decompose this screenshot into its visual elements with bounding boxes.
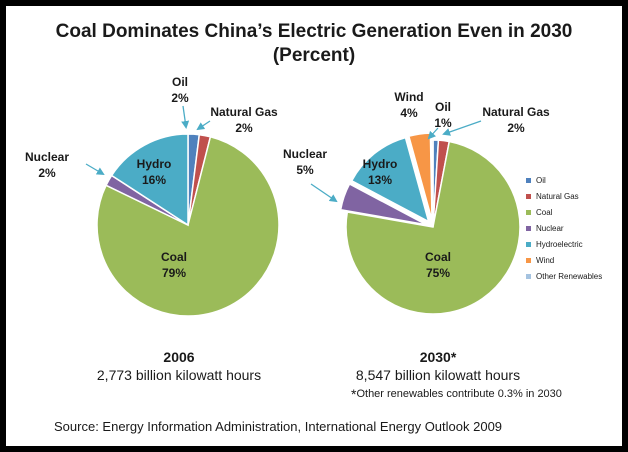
slice-2030-hydro: [350, 136, 430, 224]
legend-label: Coal: [536, 207, 553, 217]
footnote: *Other renewables contribute 0.3% in 203…: [351, 386, 562, 402]
legend-item-nuclear: Nuclear: [526, 220, 602, 236]
year-label-2030: 2030*: [419, 349, 457, 365]
legend-swatch: [526, 241, 531, 247]
slice-2006-hydro: [110, 133, 189, 227]
pie-2006: [96, 133, 280, 317]
legend-swatch: [526, 225, 531, 231]
year-label-2006: 2006: [163, 349, 195, 365]
legend-item-oil: Oil: [526, 172, 602, 188]
slice-2030-nuclear: [339, 182, 427, 226]
arrow-2006-oil: [181, 105, 190, 129]
caption-2030: 2030* 8,547 billion kilowatt hours: [338, 348, 538, 384]
legend-label: Natural Gas: [536, 191, 579, 201]
footnote-text: Other renewables contribute 0.3% in 2030: [356, 388, 562, 400]
slice-2030-other-renewables: [430, 139, 434, 228]
label-2030-wind: Wind 4%: [394, 90, 423, 120]
arrow-2030-oil: [427, 127, 439, 140]
legend-swatch: [526, 193, 531, 199]
arrow-2006-natural-gas: [196, 120, 211, 131]
label-2006-oil: Oil 2%: [171, 75, 189, 105]
label-2006-natural-gas: Natural Gas 2%: [210, 105, 278, 135]
legend-item-wind: Wind: [526, 252, 602, 268]
legend-label: Other Renewables: [536, 271, 603, 281]
label-2030-oil: Oil 1%: [434, 100, 452, 130]
label-2030-coal: Coal 75%: [425, 250, 451, 280]
slice-2030-coal: [345, 140, 521, 315]
arrow-2030-natural-gas: [442, 120, 482, 136]
title-line-1: Coal Dominates China’s Electric Generati…: [55, 21, 573, 42]
arrow-2006-nuclear: [85, 163, 105, 176]
slice-2006-coal: [96, 135, 280, 317]
pie-2030: [339, 132, 521, 315]
slice-labels: Oil 2% Natural Gas 2% Hydro 16% Coal 79% Nuclear…: [25, 75, 550, 280]
total-label-2030: 8,547 billion kilowatt hours: [355, 367, 521, 383]
legend-label: Wind: [536, 255, 555, 265]
legend-label: Oil: [536, 175, 546, 185]
legend-label: Nuclear: [536, 223, 564, 233]
pie-charts: Oil 2% Natural Gas 2% Hydro 16% Coal 79% Nuclear…: [25, 75, 550, 317]
legend-swatch: [526, 209, 531, 215]
legend-label: Hydroelectric: [536, 239, 583, 249]
label-2006-nuclear: Nuclear 2%: [25, 150, 69, 180]
legend-swatch: [526, 257, 531, 263]
legend: Oil Natural Gas Coal Nuclear Hydroelectric Wi…: [526, 172, 602, 284]
label-2030-natural-gas: Natural Gas 2%: [482, 105, 550, 135]
caption-2006: 2006 2,773 billion kilowatt hours: [84, 348, 274, 384]
legend-swatch: [526, 177, 531, 183]
legend-item-hydroelectric: Hydroelectric: [526, 236, 602, 252]
chart-frame: Coal Dominates China’s Electric Generati…: [6, 6, 622, 446]
legend-item-natural-gas: Natural Gas: [526, 188, 602, 204]
legend-swatch: [526, 273, 531, 279]
source-note: Source: Energy Information Administratio…: [54, 419, 503, 434]
arrow-2030-nuclear: [310, 183, 338, 203]
total-label-2006: 2,773 billion kilowatt hours: [96, 367, 262, 383]
label-2006-coal: Coal 79%: [161, 250, 187, 280]
legend-item-other-renewables: Other Renewables: [526, 268, 602, 284]
label-2030-nuclear: Nuclear 5%: [283, 147, 327, 177]
footnote-star: *: [351, 386, 357, 402]
chart-title: Coal Dominates China’s Electric Generati…: [6, 20, 622, 68]
label-2030-hydro: Hydro 13%: [363, 157, 398, 187]
legend-item-coal: Coal: [526, 204, 602, 220]
label-2006-hydro: Hydro 16%: [137, 157, 172, 187]
title-line-2: (Percent): [272, 45, 356, 66]
